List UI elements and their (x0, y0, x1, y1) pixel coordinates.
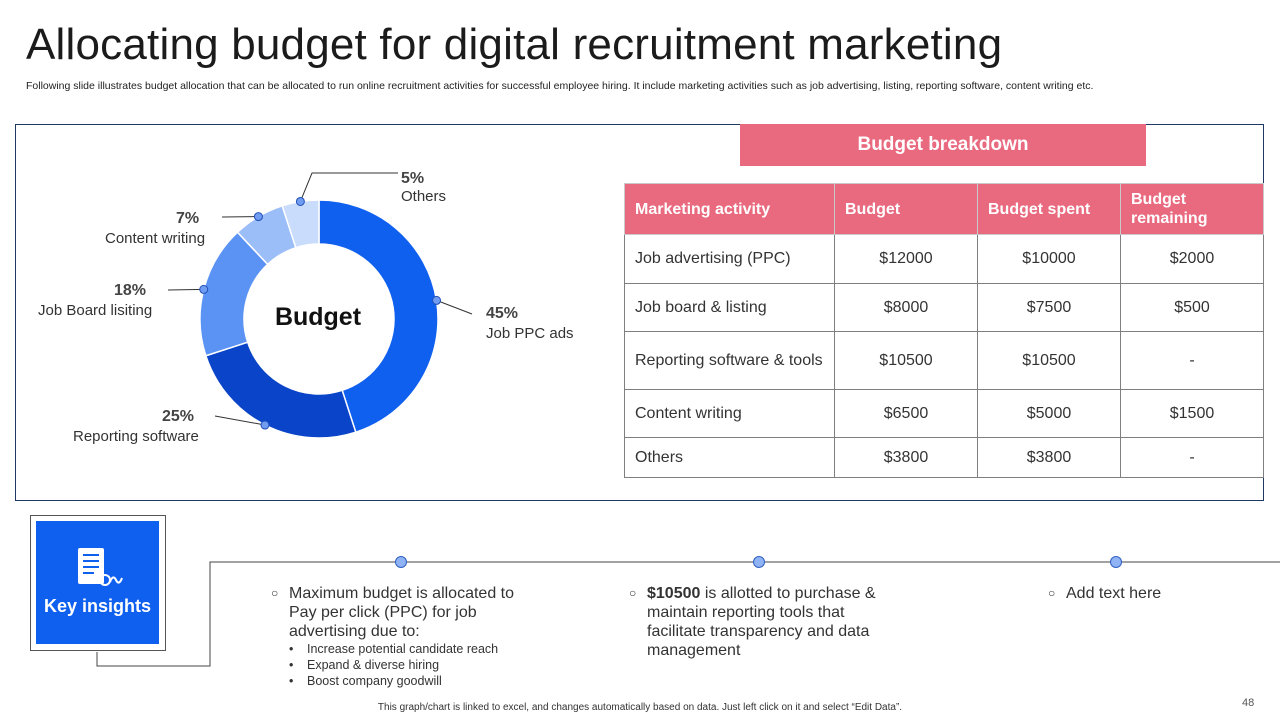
insight-highlight: $10500 (647, 585, 701, 602)
donut-slice-others[interactable] (281, 199, 320, 249)
key-insights-label: Key insights (43, 596, 152, 616)
bullet-icon: • (289, 642, 294, 656)
slice-pct-others: 5% (401, 170, 425, 187)
slice-pct-job-board: 18% (114, 282, 147, 299)
table-cell: Content writing (624, 389, 835, 438)
column-header: Marketing activity (624, 183, 835, 235)
list-item: • Expand & diverse hiring (289, 658, 440, 672)
list-item: • Increase potential candidate reach (289, 642, 499, 656)
slice-label-content-writing: Content writing (105, 230, 206, 247)
content-frame (15, 124, 1264, 501)
list-item: • Boost company goodwill (289, 674, 442, 688)
column-header: Budget spent (977, 183, 1121, 235)
page-subtitle: Following slide illustrates budget alloc… (26, 80, 1094, 92)
table-cell: $3800 (977, 437, 1121, 478)
insight-sublist: • Increase potential candidate reach • Exp… (289, 641, 498, 689)
insight-text: Maximum budget is allocated to Pay per c… (289, 585, 514, 640)
slice-marker-dot (295, 196, 305, 206)
table-cell: $1500 (1120, 389, 1264, 438)
bullet-icon: • (289, 658, 294, 672)
timeline-marker (395, 556, 407, 568)
slice-marker-dot (253, 212, 263, 222)
leader-line (299, 172, 398, 202)
slice-label-reporting: Reporting software (73, 428, 199, 445)
circle-bullet-icon: ○ (1048, 586, 1056, 600)
page-title: Allocating budget for digital recruitmen… (26, 20, 1003, 69)
donut-slice-job-ppc-ads[interactable] (318, 199, 439, 434)
table-header-row: Marketing activity Budget Budget spent B… (624, 183, 1264, 235)
column-header: Budget remaining (1120, 183, 1264, 235)
slice-pct-job-ppc: 45% (486, 305, 519, 322)
timeline-marker (753, 556, 765, 568)
slice-marker-dot (432, 295, 442, 305)
table-cell: $7500 (977, 283, 1121, 332)
table-row: Reporting software & tools $10500 $10500… (624, 331, 1264, 390)
table-cell: $12000 (834, 234, 978, 284)
table-cell: $10000 (977, 234, 1121, 284)
budget-breakdown-table: Marketing activity Budget Budget spent B… (624, 183, 1264, 478)
insight-text: is allotted to purchase & maintain repor… (647, 585, 876, 659)
table-cell: Job advertising (PPC) (624, 234, 835, 284)
slice-label-others: Others (401, 188, 447, 205)
key-insights-frame (30, 515, 166, 651)
slice-label-job-ppc: Job PPC ads (486, 325, 574, 342)
column-header: Budget (834, 183, 978, 235)
circle-bullet-icon: ○ (629, 586, 637, 600)
insight-text[interactable]: Add text here (1066, 585, 1162, 602)
report-chart-icon (78, 548, 123, 586)
slice-marker-dot (199, 284, 209, 294)
slice-marker-dot (260, 420, 270, 430)
leader-line (436, 299, 473, 315)
insight-item-3[interactable]: ○ Add text here (1048, 584, 1206, 603)
slice-pct-reporting: 25% (162, 408, 195, 425)
table-cell: $10500 (977, 331, 1121, 390)
insight-item-2: ○ $10500 is allotted to purchase & maint… (629, 584, 887, 660)
table-cell: $500 (1120, 283, 1264, 332)
leader-line (214, 415, 266, 426)
footer-note: This graph/chart is linked to excel, and… (377, 702, 903, 713)
bullet-icon: • (289, 674, 294, 688)
insight-item-1: ○ Maximum budget is allocated to Pay per… (271, 584, 529, 641)
leader-line (167, 288, 204, 291)
table-cell: Others (624, 437, 835, 478)
circle-bullet-icon: ○ (271, 586, 279, 600)
table-row: Job advertising (PPC) $12000 $10000 $200… (624, 234, 1264, 284)
slice-pct-content-writing: 7% (176, 210, 200, 227)
slice-label-job-board: Job Board lisiting (38, 302, 153, 319)
budget-breakdown-banner: Budget breakdown (740, 124, 1146, 166)
table-row: Others $3800 $3800 - (624, 437, 1264, 478)
table-cell: $5000 (977, 389, 1121, 438)
donut-center-label: Budget (274, 303, 362, 331)
timeline-marker (1110, 556, 1122, 568)
page-number: 48 (1242, 697, 1255, 709)
table-row: Content writing $6500 $5000 $1500 (624, 389, 1264, 438)
table-cell: - (1120, 437, 1264, 478)
